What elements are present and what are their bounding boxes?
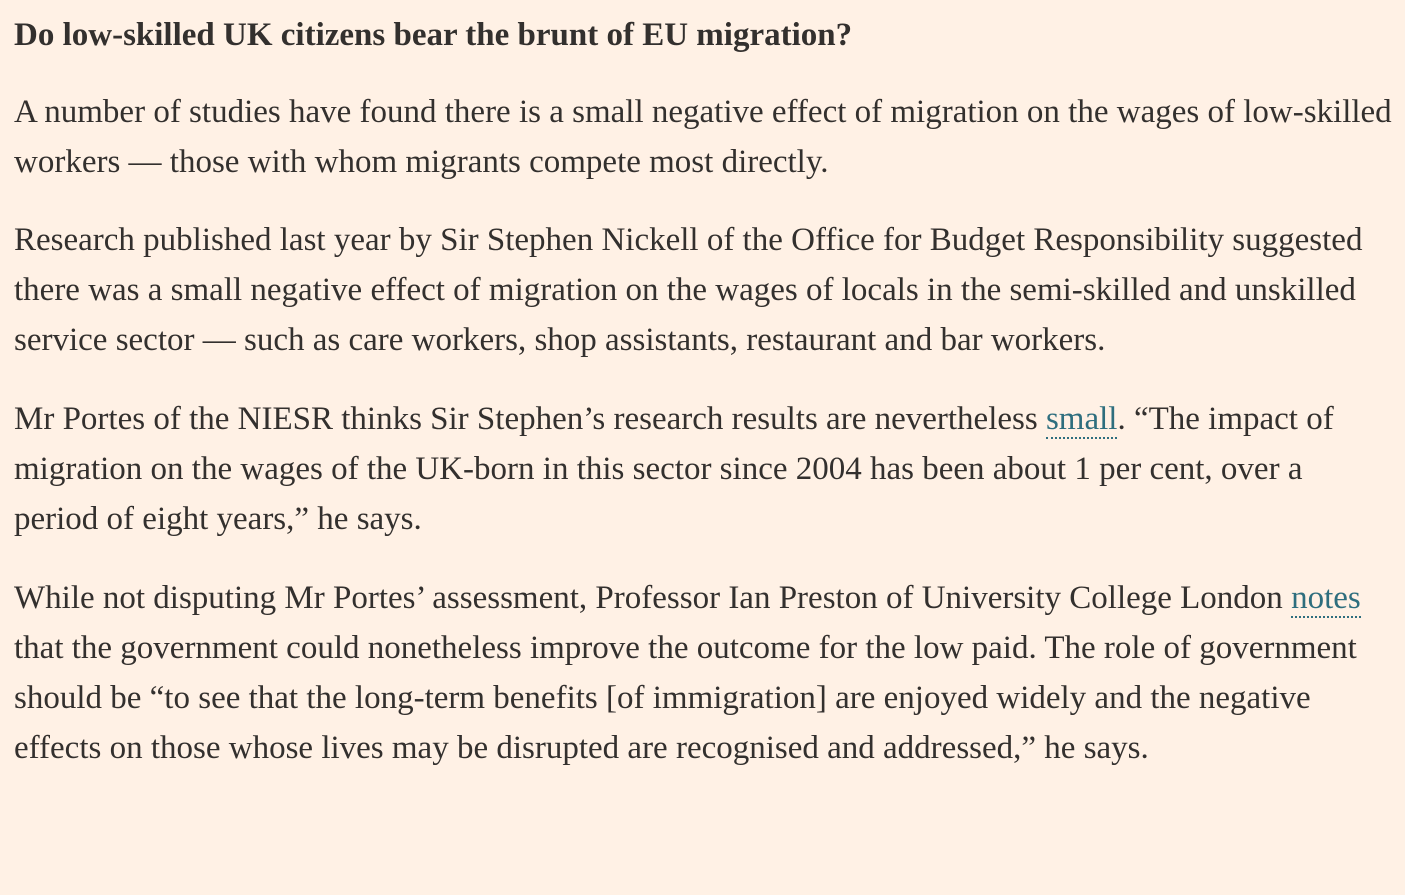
article-body: Do low-skilled UK citizens bear the brun… bbox=[14, 0, 1394, 773]
paragraph-2: Research published last year by Sir Step… bbox=[14, 222, 1363, 358]
paragraph-4-text-after: that the government could nonetheless im… bbox=[14, 630, 1357, 766]
paragraph-3: Mr Portes of the NIESR thinks Sir Stephe… bbox=[14, 394, 1394, 544]
paragraph-1: A number of studies have found there is … bbox=[14, 94, 1392, 180]
paragraph-4: While not disputing Mr Portes’ assessmen… bbox=[14, 573, 1394, 773]
paragraph-3-text-after: . “The impact of migration on the wages … bbox=[14, 401, 1334, 537]
section-heading: Do low-skilled UK citizens bear the brun… bbox=[14, 17, 853, 53]
paragraph-3-text-before: Mr Portes of the NIESR thinks Sir Stephe… bbox=[14, 401, 1046, 437]
notes-link[interactable]: notes bbox=[1291, 580, 1361, 618]
small-link[interactable]: small bbox=[1045, 401, 1118, 439]
paragraph-4-text-before: While not disputing Mr Portes’ assessmen… bbox=[14, 580, 1292, 616]
